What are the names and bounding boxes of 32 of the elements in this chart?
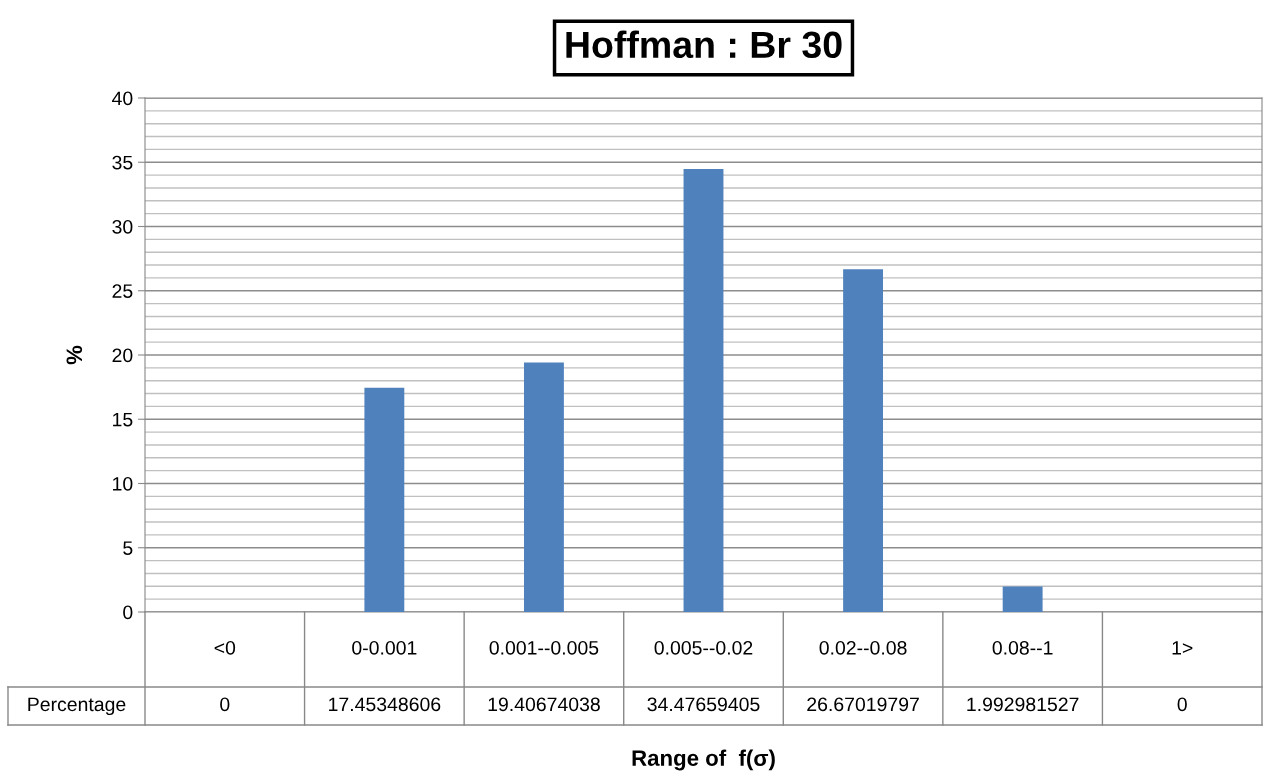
x-tick-label: 0.02--0.08 (819, 640, 907, 655)
chart-title: Hoffman : Br 30 (566, 30, 842, 59)
y-tick-label: 15 (113, 412, 133, 427)
y-tick-label: 5 (123, 541, 133, 555)
data-label: 17.45348606 (329, 697, 441, 712)
data-label: 34.47659405 (647, 697, 760, 712)
y-tick-label: 35 (112, 155, 133, 170)
data-label: 1.992981527 (967, 697, 1079, 712)
y-tick-label: 10 (113, 476, 133, 491)
bar (523, 362, 564, 612)
x-tick-label: 0.001--0.005 (489, 640, 599, 655)
y-tick-label: 40 (112, 91, 133, 106)
y-tick-label: 20 (112, 348, 133, 363)
bar (683, 168, 724, 612)
y-tick-label: 25 (112, 284, 133, 298)
data-label: 0 (220, 697, 230, 712)
x-tick-label: 0.005--0.02 (654, 640, 753, 655)
y-tick-label: 30 (112, 219, 133, 234)
text: Percentage (28, 697, 126, 716)
bar (1002, 586, 1043, 612)
bar (364, 387, 405, 612)
x-tick-label: <0 (214, 640, 236, 655)
data-label: 26.67019797 (807, 697, 919, 712)
data-label: 19.40674038 (488, 697, 600, 712)
x-tick-label: 0.08--1 (992, 640, 1053, 655)
x-axis-title: Range of f(σ) (632, 749, 775, 771)
x-tick-label: 1> (1172, 641, 1193, 655)
x-tick-label: 0-0.001 (352, 640, 417, 655)
y-tick-label: 0 (123, 605, 133, 620)
bar (843, 269, 884, 612)
data-label: 0 (1177, 697, 1187, 712)
y-axis-title: % (66, 345, 83, 365)
